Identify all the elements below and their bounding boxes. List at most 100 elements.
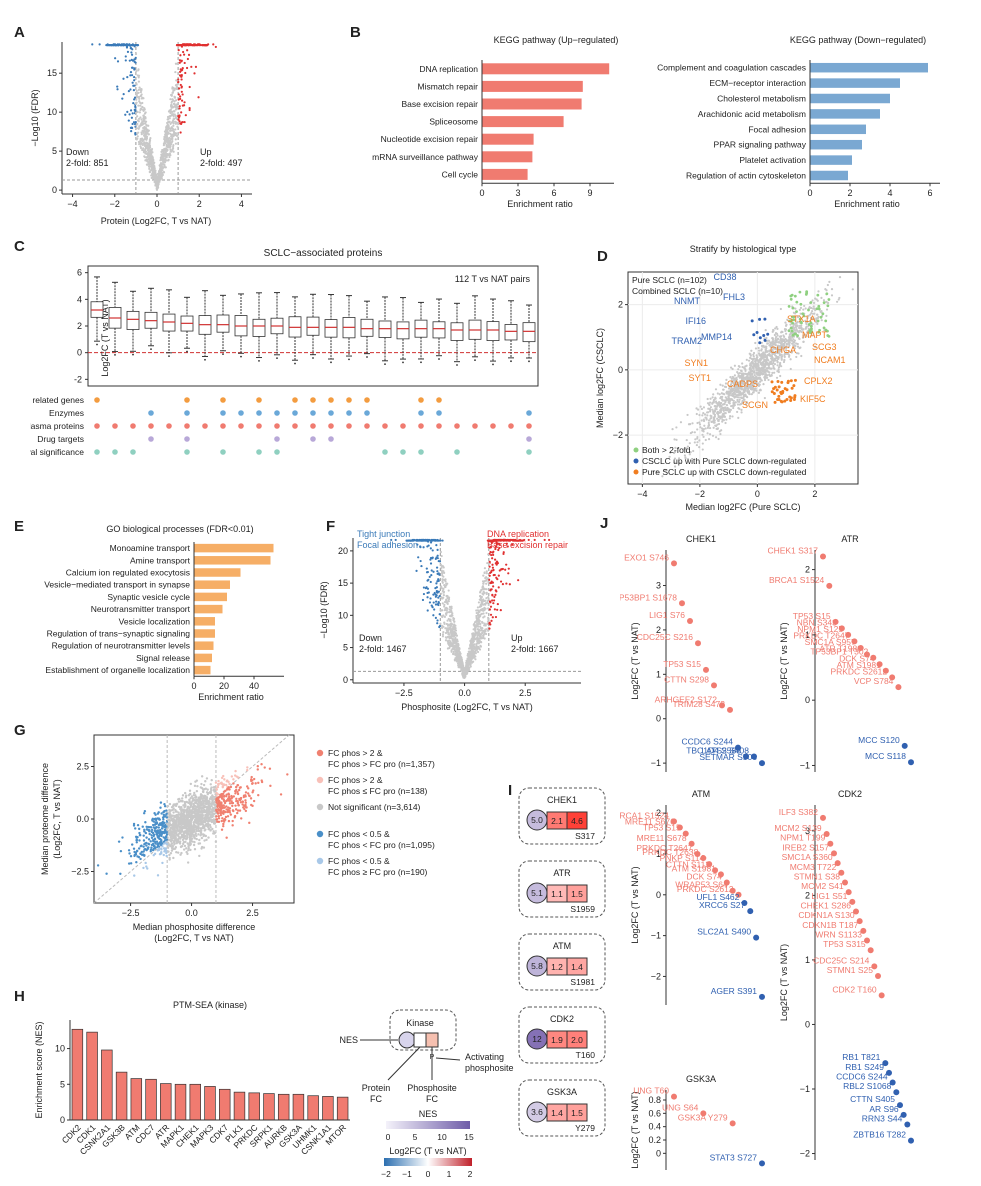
label-up: Up <box>200 147 212 157</box>
data-point <box>786 318 789 321</box>
data-point <box>436 548 439 551</box>
data-point <box>748 376 752 379</box>
data-point <box>728 397 732 401</box>
data-point <box>767 364 770 367</box>
data-point <box>826 301 829 304</box>
data-point <box>450 622 453 625</box>
data-point <box>701 414 704 417</box>
data-point <box>716 392 719 395</box>
data-point <box>751 384 754 387</box>
data-point <box>758 353 761 356</box>
data-point <box>394 538 397 542</box>
annotation-dot <box>112 423 118 429</box>
data-point <box>699 426 702 429</box>
data-point <box>702 435 705 438</box>
data-point <box>172 86 175 90</box>
data-point <box>767 370 770 373</box>
data-point <box>742 394 745 397</box>
data-point <box>798 329 801 332</box>
data-point <box>485 628 488 631</box>
data-point <box>483 591 486 594</box>
data-point <box>485 588 488 591</box>
data-point <box>501 583 505 586</box>
data-point <box>151 173 154 176</box>
data-point <box>436 554 439 557</box>
data-point <box>755 356 759 359</box>
data-point <box>133 96 137 99</box>
data-point <box>778 363 782 366</box>
x-tick-label: 2 <box>197 199 202 209</box>
annotation-dot <box>364 423 370 429</box>
outlier <box>402 361 404 364</box>
box <box>522 322 536 343</box>
data-point <box>466 652 470 655</box>
data-point <box>448 624 451 627</box>
data-point <box>173 105 176 108</box>
data-point <box>489 605 493 608</box>
data-point <box>743 376 747 379</box>
data-point <box>483 599 486 602</box>
gene-label-orange: SCGN <box>742 400 768 410</box>
data-point <box>494 593 497 597</box>
data-point <box>762 334 766 338</box>
data-point <box>483 606 486 609</box>
data-point <box>513 539 516 542</box>
data-point <box>154 176 157 179</box>
data-point <box>474 652 478 655</box>
data-point <box>787 355 791 358</box>
data-point <box>180 74 183 77</box>
data-point <box>498 569 501 572</box>
data-point <box>778 345 781 348</box>
data-point <box>477 629 481 632</box>
data-point <box>732 406 735 410</box>
data-point <box>172 145 175 149</box>
data-point <box>473 623 476 626</box>
data-point <box>762 383 765 386</box>
data-point <box>494 615 498 619</box>
data-point <box>777 370 780 374</box>
annotation-dot <box>364 397 370 403</box>
annotation-row-label: Plasma proteins <box>30 421 84 431</box>
data-point <box>673 461 676 464</box>
data-point <box>446 595 449 598</box>
data-point <box>770 373 773 377</box>
data-point <box>169 154 172 157</box>
data-point <box>731 367 734 371</box>
data-point <box>728 417 731 420</box>
category-label: Signal release <box>136 653 190 663</box>
data-point <box>433 591 436 595</box>
data-point <box>451 628 454 631</box>
data-point <box>445 601 448 604</box>
y-tick-label: 0 <box>618 365 623 375</box>
data-point <box>483 609 486 612</box>
data-point <box>181 120 184 124</box>
data-point <box>813 317 816 321</box>
data-point <box>479 637 482 640</box>
data-point <box>164 136 167 139</box>
annotation-dot <box>220 423 226 429</box>
data-point <box>738 391 741 394</box>
data-point <box>809 316 813 319</box>
data-point <box>486 620 490 623</box>
go-bar-chart: GO biological processes (FDR<0.01)Monoam… <box>44 524 284 702</box>
diagonal-line <box>93 734 290 904</box>
y-axis-label: −Log10 (FDR) <box>30 89 40 146</box>
data-point <box>172 144 175 147</box>
data-point <box>791 336 794 339</box>
data-point <box>489 581 492 585</box>
data-point <box>214 45 217 49</box>
plot-frame <box>627 271 859 485</box>
data-point <box>180 90 183 93</box>
data-point <box>706 426 710 429</box>
bar <box>194 568 241 577</box>
category-label: Nucleotide excision repair <box>381 134 478 144</box>
data-point <box>175 122 178 125</box>
data-point <box>763 396 766 400</box>
data-point <box>722 409 725 412</box>
data-point <box>492 550 495 553</box>
data-point <box>158 170 161 173</box>
data-point <box>799 302 803 306</box>
data-point <box>475 617 478 620</box>
data-point <box>759 357 762 360</box>
